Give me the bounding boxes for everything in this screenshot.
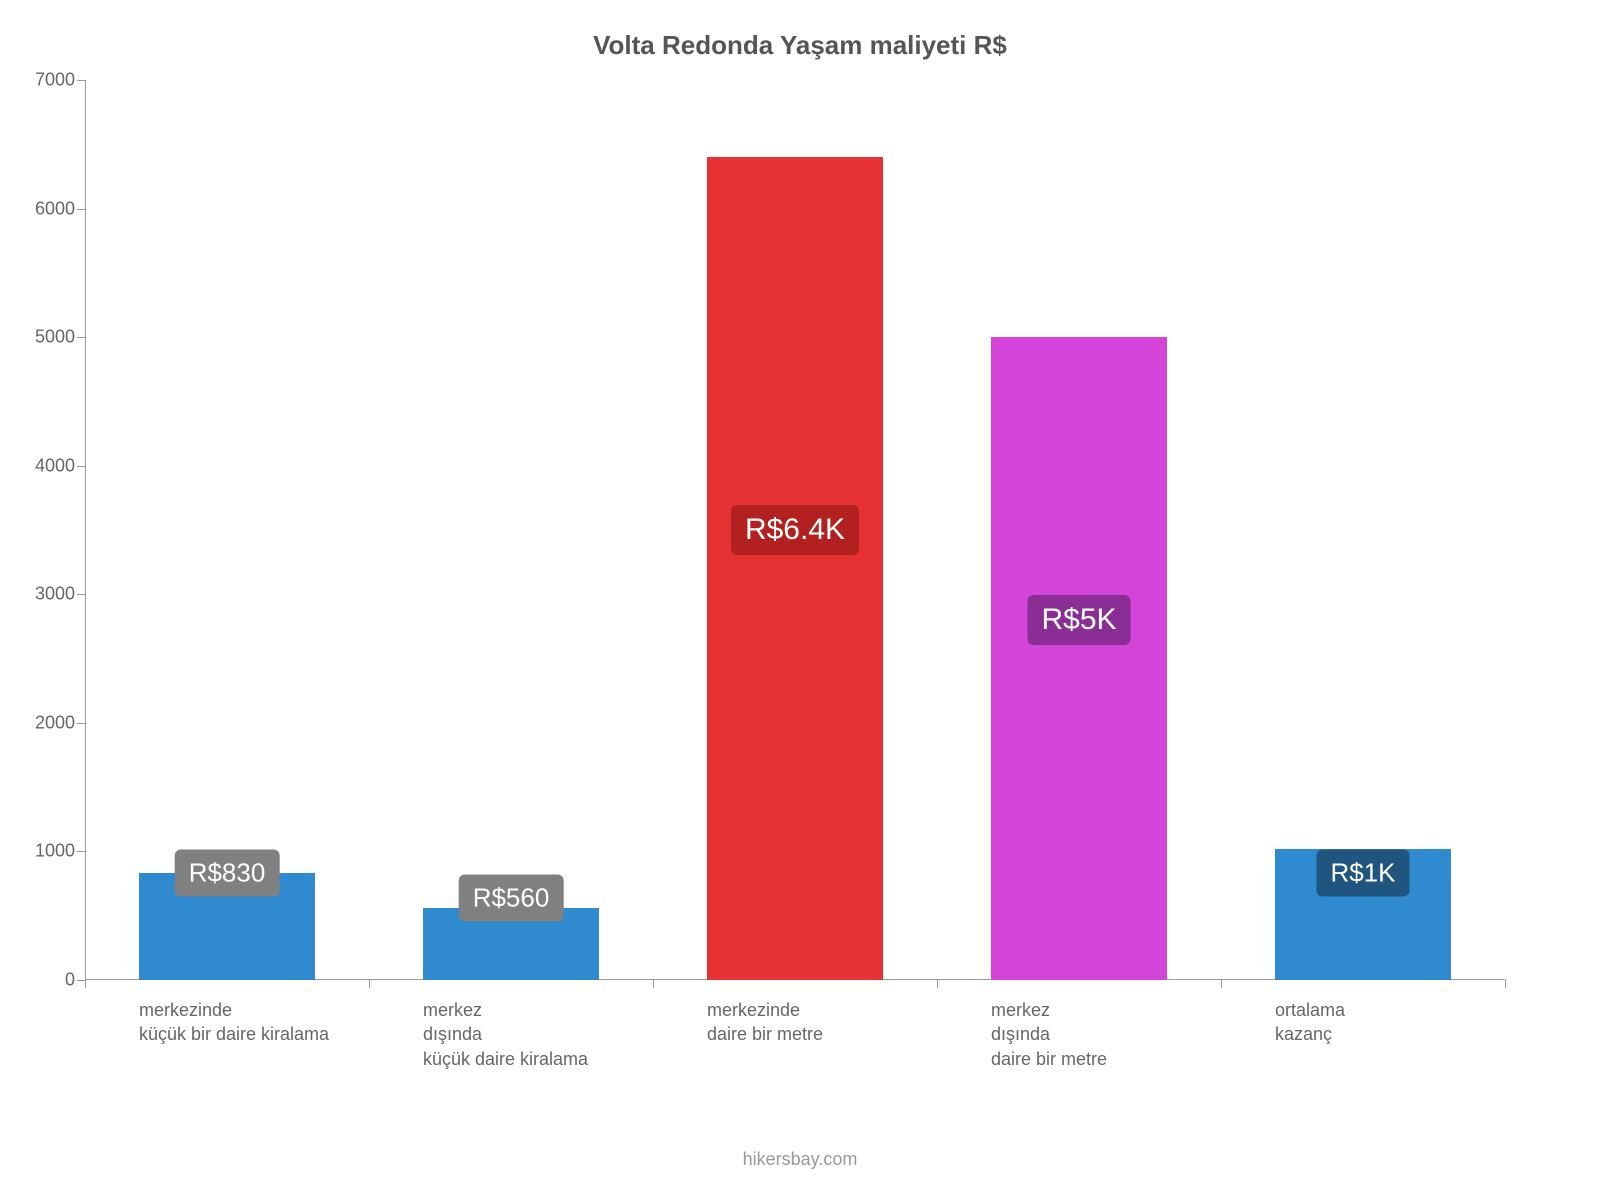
y-tick-mark [77,851,85,852]
x-tick-mark [85,980,86,988]
y-tick-mark [77,594,85,595]
y-tick-mark [77,209,85,210]
bar-value-badge: R$1K [1316,850,1409,897]
cost-of-living-chart: Volta Redonda Yaşam maliyeti R$ 01000200… [0,0,1600,1200]
y-tick-mark [77,980,85,981]
x-tick-mark [1221,980,1222,988]
chart-title: Volta Redonda Yaşam maliyeti R$ [0,30,1600,61]
y-tick-mark [77,337,85,338]
plot-area: 01000200030004000500060007000R$830merkez… [85,80,1505,980]
x-tick-mark [653,980,654,988]
bar-value-badge: R$6.4K [731,505,859,555]
bar-value-badge: R$830 [175,850,280,897]
x-category-label: merkezinde daire bir metre [707,980,923,1047]
y-axis-line [85,80,86,980]
x-category-label: merkez dışında daire bir metre [991,980,1207,1071]
y-tick-mark [77,723,85,724]
x-tick-mark [1505,980,1506,988]
bar-value-badge: R$560 [459,874,564,921]
y-tick-mark [77,466,85,467]
bar [707,157,883,980]
credit-text: hikersbay.com [0,1149,1600,1170]
x-category-label: merkezinde küçük bir daire kiralama [139,980,355,1047]
x-category-label: ortalama kazanç [1275,980,1491,1047]
x-tick-mark [937,980,938,988]
y-tick-mark [77,80,85,81]
x-category-label: merkez dışında küçük daire kiralama [423,980,639,1071]
bar [991,337,1167,980]
bar-value-badge: R$5K [1027,595,1130,645]
x-tick-mark [369,980,370,988]
